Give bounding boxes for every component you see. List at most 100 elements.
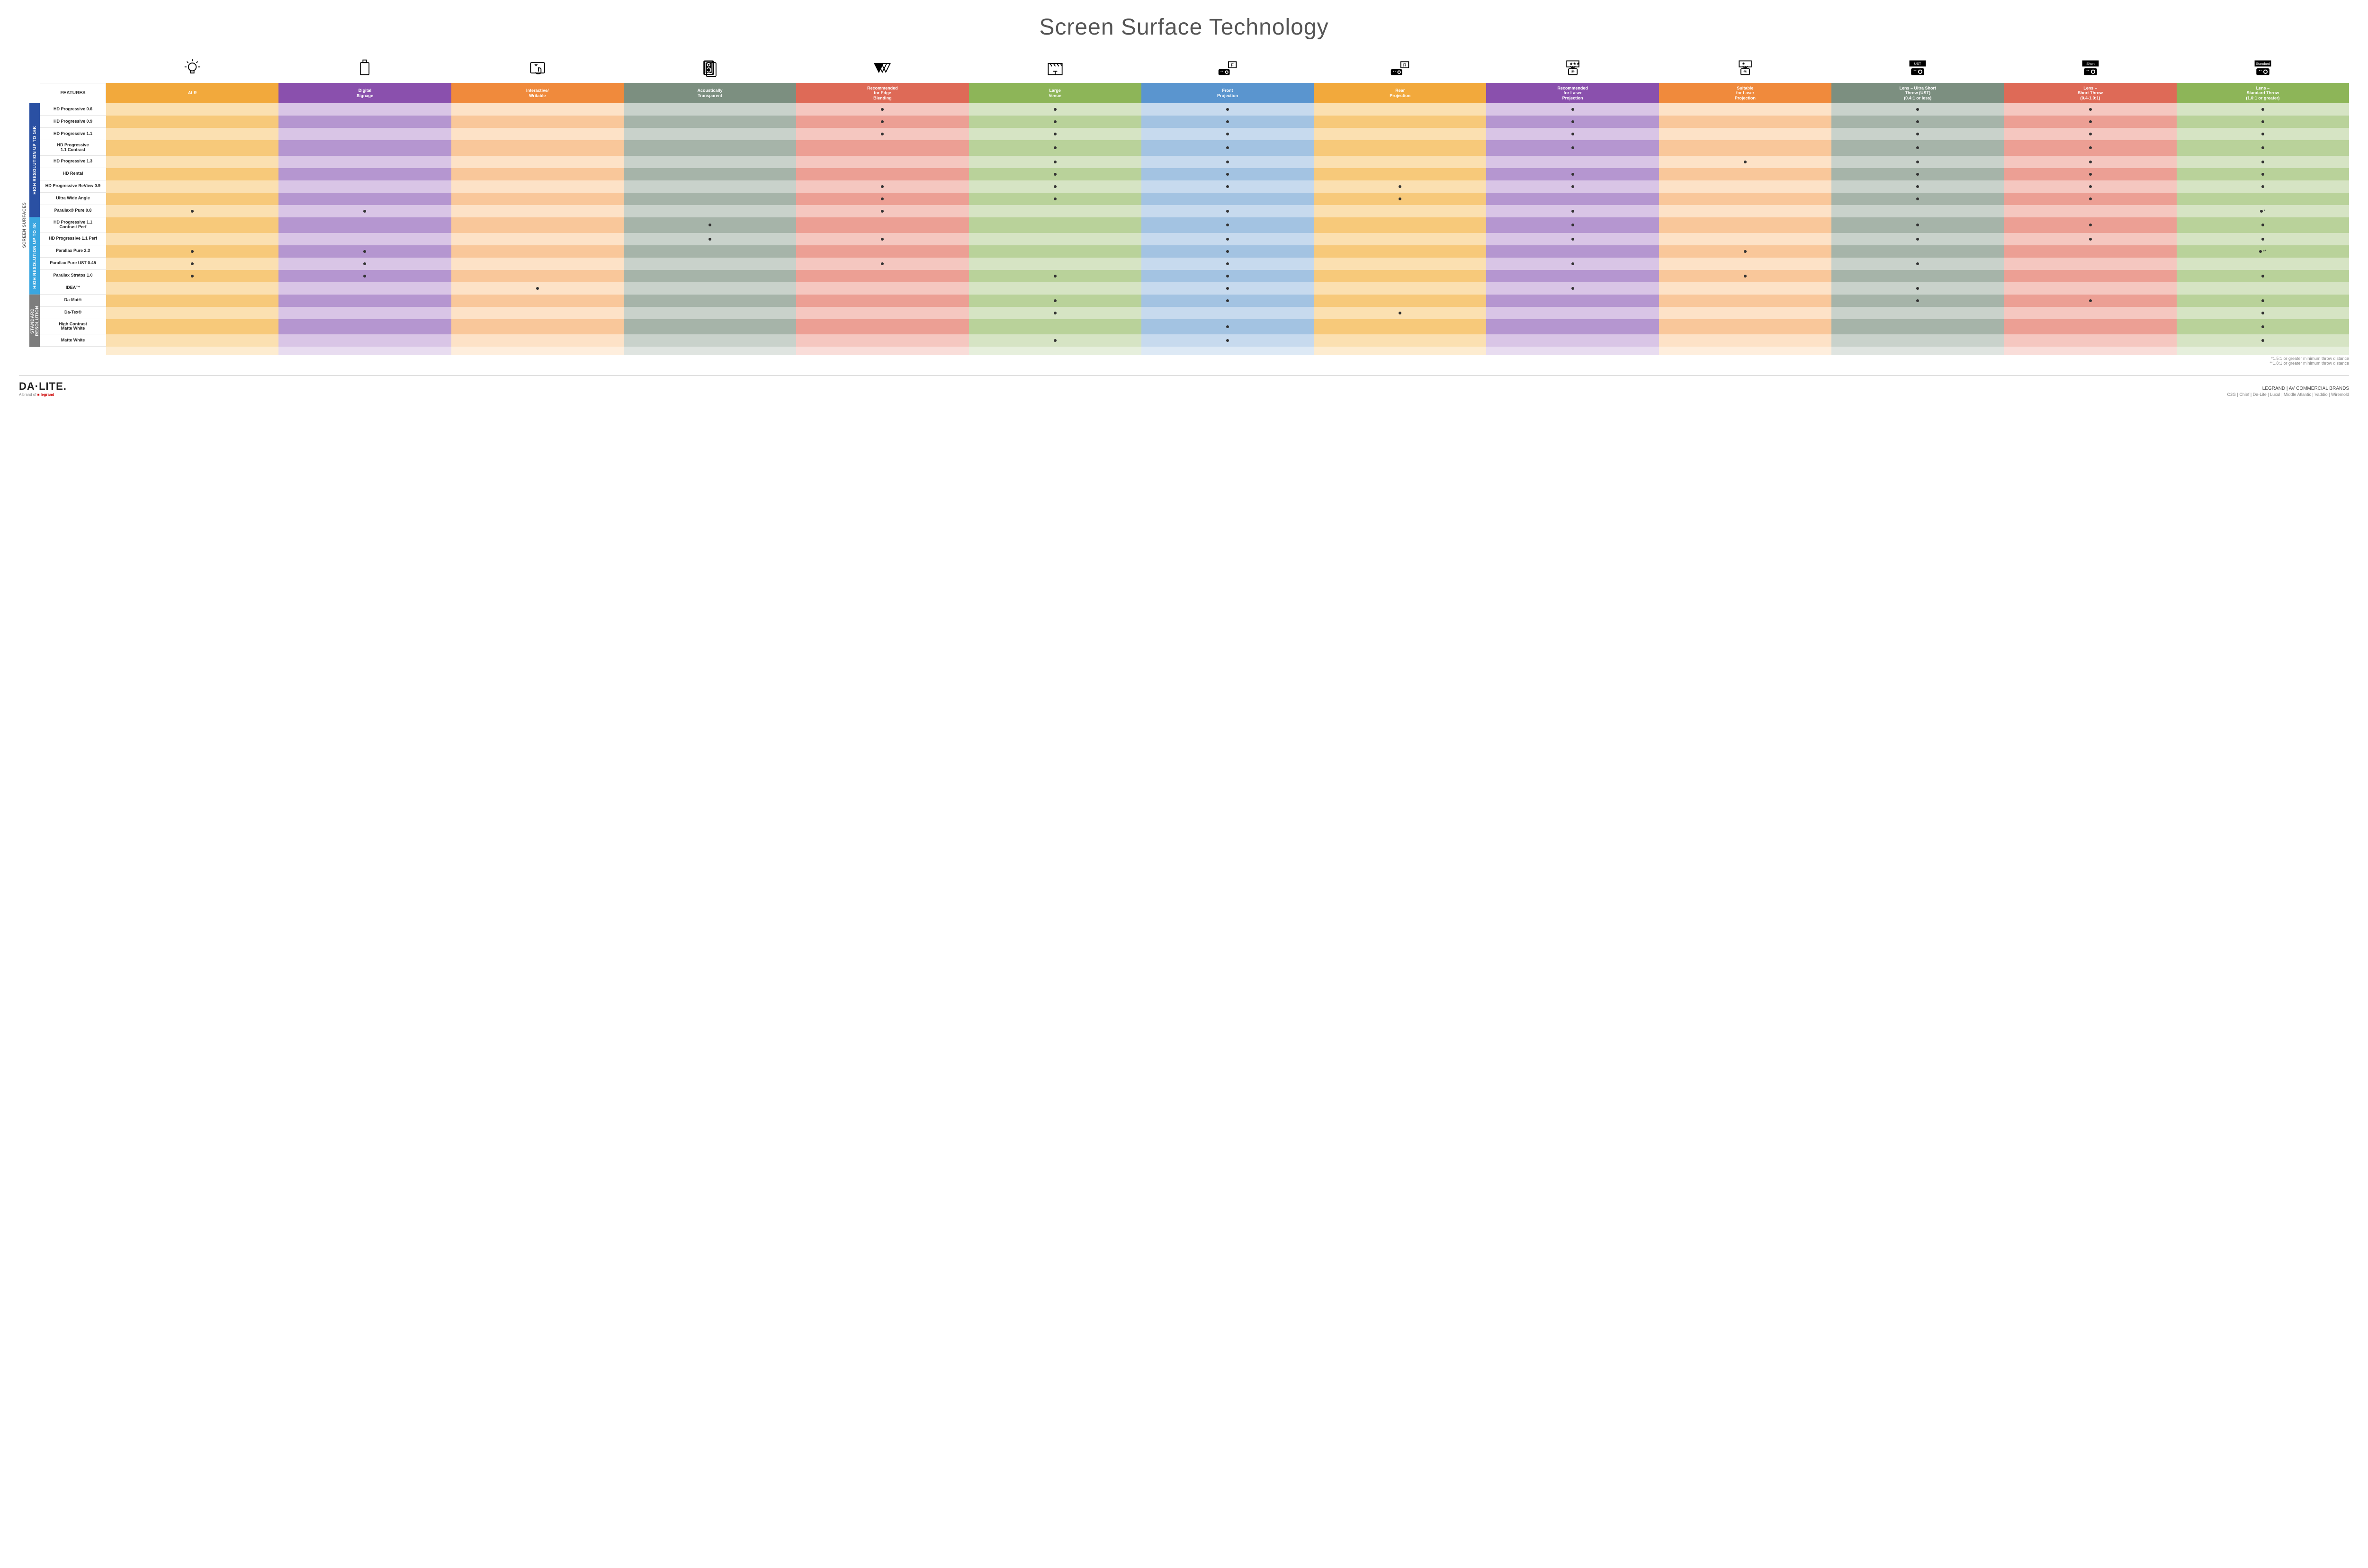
cell bbox=[969, 245, 1141, 258]
dot-icon bbox=[1571, 133, 1574, 135]
cell bbox=[1314, 233, 1486, 245]
cell bbox=[2004, 307, 2176, 319]
cell bbox=[1314, 270, 1486, 282]
cell bbox=[1659, 156, 1831, 168]
cell bbox=[1486, 233, 1659, 245]
cell bbox=[1314, 193, 1486, 205]
cell bbox=[451, 193, 624, 205]
cell bbox=[106, 282, 278, 295]
brand-subline: A brand of ■ legrand bbox=[19, 393, 67, 397]
dot-icon bbox=[2089, 224, 2092, 226]
cell bbox=[1659, 193, 1831, 205]
cell bbox=[2004, 295, 2176, 307]
edge-icon bbox=[796, 54, 969, 83]
col-header-large: LargeVenue bbox=[969, 83, 1141, 103]
cell bbox=[1659, 116, 1831, 128]
cell bbox=[624, 282, 796, 295]
cell bbox=[451, 116, 624, 128]
row-label: Matte White bbox=[40, 334, 106, 347]
dot-icon bbox=[1916, 146, 1919, 149]
cell bbox=[1141, 295, 1314, 307]
cell bbox=[624, 205, 796, 217]
dot-icon bbox=[1571, 185, 1574, 188]
footnotes: *1.5:1 or greater minimum throw distance… bbox=[19, 356, 2349, 366]
dot-icon bbox=[1226, 120, 1229, 123]
front-icon: F bbox=[1141, 54, 1314, 83]
alr-icon bbox=[106, 54, 278, 83]
cell bbox=[1486, 116, 1659, 128]
cell bbox=[1314, 156, 1486, 168]
dot-icon bbox=[881, 120, 884, 123]
cell bbox=[796, 282, 969, 295]
dot-icon bbox=[1916, 299, 1919, 302]
cell bbox=[1141, 116, 1314, 128]
cell bbox=[1659, 168, 1831, 180]
dot-icon bbox=[1054, 299, 1057, 302]
dot-icon bbox=[881, 185, 884, 188]
cell bbox=[969, 116, 1141, 128]
cell bbox=[106, 128, 278, 140]
dot-icon bbox=[881, 238, 884, 241]
row-label: HD Progressive 1.3 bbox=[40, 156, 106, 168]
spacer-cell bbox=[796, 347, 969, 355]
dot-icon bbox=[2260, 210, 2263, 213]
dot-icon bbox=[1571, 120, 1574, 123]
spacer-cell bbox=[106, 347, 278, 355]
col-header-front: FrontProjection bbox=[1141, 83, 1314, 103]
svg-text:✳: ✳ bbox=[1570, 69, 1574, 74]
cell: * bbox=[2177, 205, 2349, 217]
cell bbox=[1486, 245, 1659, 258]
cell bbox=[2177, 233, 2349, 245]
cell bbox=[1486, 180, 1659, 193]
cell bbox=[1831, 258, 2004, 270]
dot-icon bbox=[881, 197, 884, 200]
col-header-rec_laser: Recommendedfor LaserProjection bbox=[1486, 83, 1659, 103]
cell bbox=[796, 193, 969, 205]
cell bbox=[451, 233, 624, 245]
cell bbox=[1486, 295, 1659, 307]
dot-icon bbox=[1226, 173, 1229, 176]
dot-icon bbox=[191, 210, 194, 213]
page-title: Screen Surface Technology bbox=[19, 14, 2349, 40]
cell bbox=[969, 319, 1141, 335]
spacer-cell bbox=[278, 347, 451, 355]
cell bbox=[1659, 140, 1831, 156]
row-label: Da-Mat® bbox=[40, 295, 106, 307]
cell bbox=[106, 245, 278, 258]
dot-icon bbox=[1054, 120, 1057, 123]
cell bbox=[1659, 205, 1831, 217]
dot-icon bbox=[1226, 108, 1229, 111]
dot-icon bbox=[1571, 108, 1574, 111]
cell bbox=[1486, 319, 1659, 335]
cell bbox=[1831, 168, 2004, 180]
dot-icon bbox=[1571, 262, 1574, 265]
cell bbox=[106, 307, 278, 319]
cell bbox=[1141, 233, 1314, 245]
group-label-g4k: HIGH RESOLUTION UP TO 4K bbox=[29, 217, 40, 295]
cell bbox=[1831, 233, 2004, 245]
interactive-icon bbox=[451, 54, 624, 83]
cell bbox=[1659, 217, 1831, 233]
cell bbox=[1141, 245, 1314, 258]
cell bbox=[624, 233, 796, 245]
cell bbox=[1314, 334, 1486, 347]
cell bbox=[278, 282, 451, 295]
cell bbox=[969, 168, 1141, 180]
footer-right-title: LEGRAND | AV COMMERCIAL BRANDS bbox=[2227, 386, 2349, 391]
dot-icon bbox=[2089, 238, 2092, 241]
cell bbox=[796, 295, 969, 307]
cell bbox=[796, 180, 969, 193]
dot-icon bbox=[1226, 262, 1229, 265]
spacer-cell bbox=[969, 347, 1141, 355]
rec_laser-icon: ★★★✳ bbox=[1486, 54, 1659, 83]
acoustic-icon bbox=[624, 54, 796, 83]
dot-icon bbox=[1916, 108, 1919, 111]
cell bbox=[796, 307, 969, 319]
cell bbox=[969, 282, 1141, 295]
dot-icon bbox=[1916, 173, 1919, 176]
cell bbox=[969, 258, 1141, 270]
cell bbox=[2004, 103, 2176, 116]
cell bbox=[106, 334, 278, 347]
dot-icon bbox=[2089, 161, 2092, 163]
cell bbox=[451, 140, 624, 156]
